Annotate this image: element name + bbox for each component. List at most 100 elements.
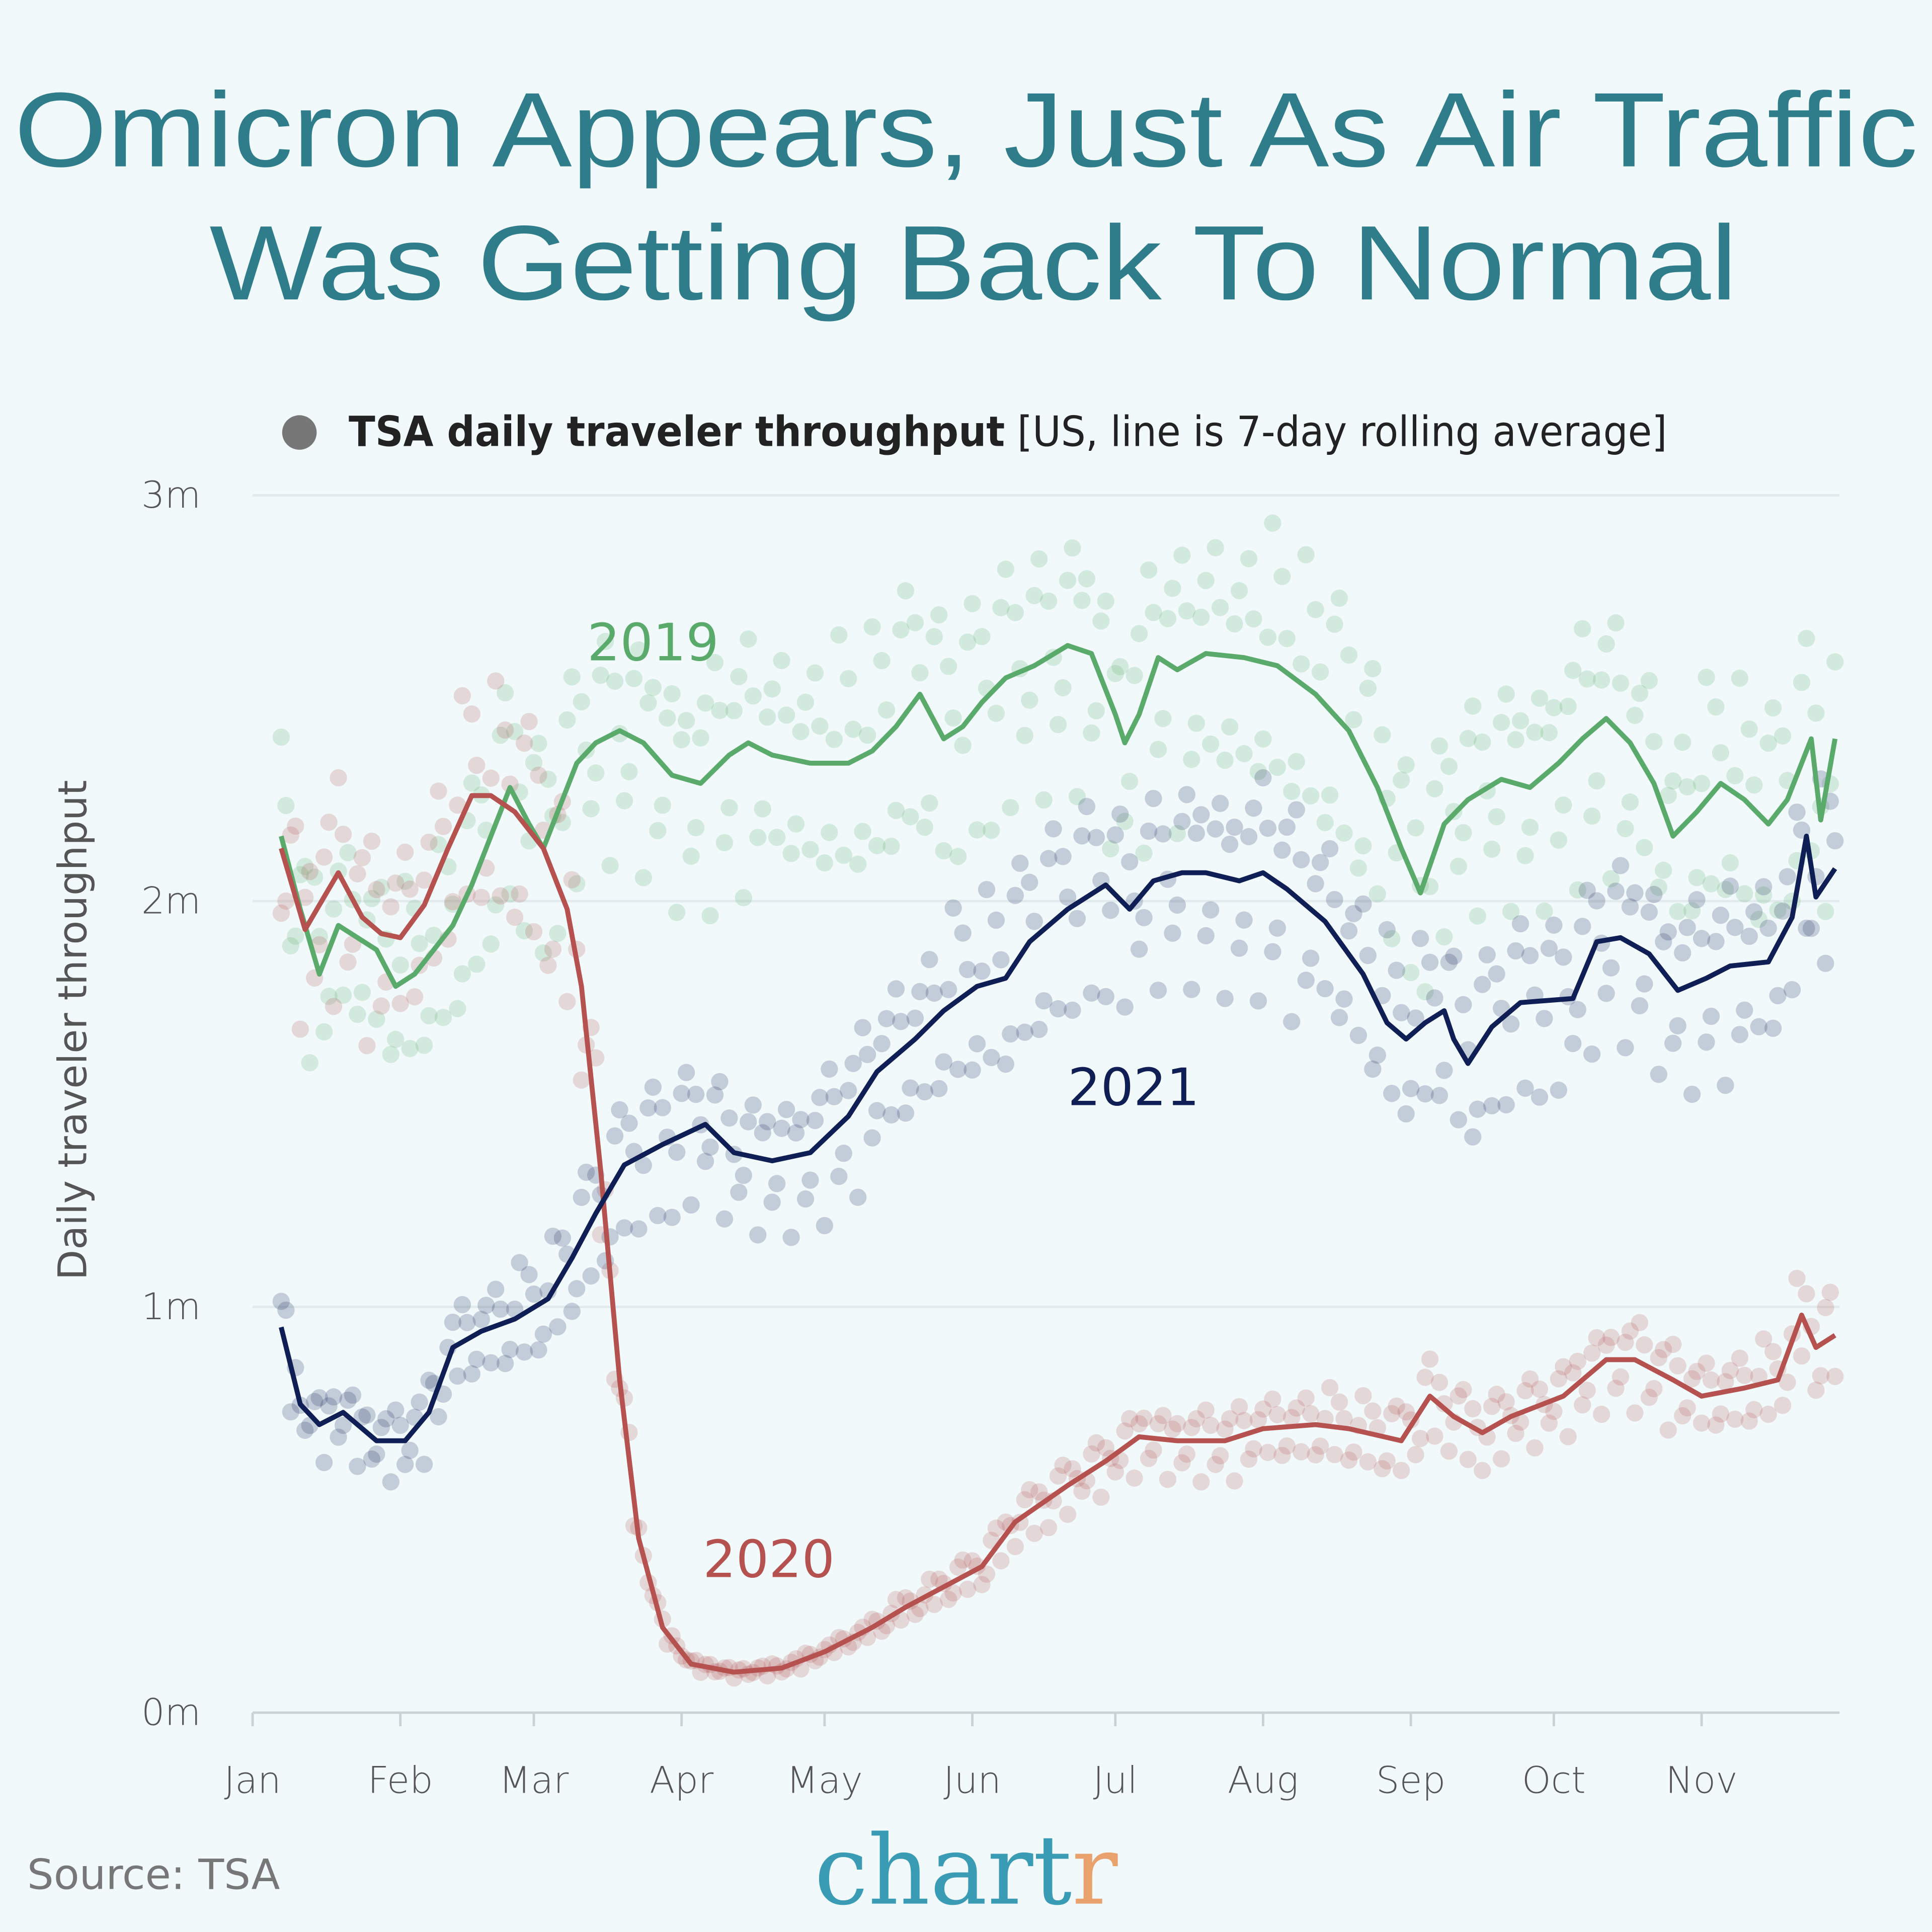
daily-dot-2021 [363, 1450, 381, 1468]
daily-dot-2019 [1545, 699, 1563, 716]
daily-dot-2021 [1040, 850, 1058, 867]
daily-dot-2021 [1435, 1062, 1453, 1079]
daily-dot-2021 [973, 962, 991, 980]
daily-dot-2021 [1254, 769, 1272, 787]
daily-dot-2020 [382, 898, 399, 916]
daily-dot-2021 [1731, 1026, 1748, 1043]
daily-dot-2019 [553, 814, 571, 831]
daily-dot-2019 [1293, 655, 1310, 673]
daily-dot-2019 [1054, 679, 1072, 697]
daily-dot-2020 [372, 997, 390, 1015]
logo-main-text: chart [814, 1815, 1072, 1927]
daily-dot-2021 [1212, 794, 1229, 812]
daily-dot-2020 [887, 1591, 905, 1608]
daily-dot-2021 [663, 1209, 681, 1226]
daily-dot-2019 [715, 834, 734, 851]
daily-dot-2021 [715, 1210, 734, 1228]
daily-dot-2019 [391, 956, 409, 974]
daily-dot-2021 [1430, 1087, 1448, 1104]
daily-dot-2021 [1779, 868, 1796, 886]
daily-dot-2021 [1235, 911, 1253, 929]
daily-dot-2021 [391, 1416, 409, 1434]
y-axis-title: Daily traveler throughput [50, 780, 96, 1280]
daily-dot-2020 [1283, 1409, 1301, 1426]
daily-dot-2020 [1702, 1371, 1720, 1389]
daily-dot-2020 [1383, 1405, 1401, 1422]
daily-dot-2019 [821, 824, 838, 841]
daily-dot-2019 [868, 837, 886, 854]
daily-dot-2021 [1369, 1046, 1386, 1064]
daily-dot-2019 [1674, 734, 1692, 751]
daily-dot-2021 [963, 1061, 981, 1079]
daily-dot-2021 [859, 1045, 876, 1063]
daily-dot-2020 [992, 1552, 1010, 1570]
x-axis-ticks: Jan Feb Mar Apr May Jun Jul Aug Sep Oct Nov [224, 1713, 1738, 1802]
daily-dot-2019 [1769, 901, 1787, 919]
daily-dot-2019 [1664, 772, 1682, 790]
daily-dot-2019 [1817, 903, 1834, 920]
daily-dot-2019 [434, 1009, 452, 1026]
daily-dot-2021 [472, 1311, 490, 1328]
daily-dot-2019 [1459, 730, 1477, 747]
daily-dot-2021 [401, 1441, 419, 1459]
daily-dot-2020 [1511, 1413, 1530, 1431]
daily-dot-2019 [1073, 592, 1091, 609]
daily-dot-2021 [1097, 988, 1114, 1006]
daily-dot-2021 [606, 1127, 624, 1145]
daily-dot-2019 [792, 722, 810, 741]
daily-dot-2020 [1788, 1269, 1806, 1287]
daily-dot-2021 [1049, 1000, 1067, 1018]
daily-dot-2020 [1106, 1463, 1124, 1481]
chartr-logo: chartr [814, 1815, 1118, 1927]
daily-dot-2019 [1240, 550, 1258, 568]
daily-dot-2021 [520, 1266, 538, 1283]
daily-dot-2021 [430, 1408, 447, 1426]
daily-dot-2021 [1769, 987, 1787, 1005]
daily-dot-2020 [1426, 1427, 1443, 1445]
daily-dot-2021 [1326, 891, 1343, 909]
daily-dot-2019 [1759, 734, 1777, 752]
daily-dot-2019 [1721, 854, 1739, 872]
daily-dot-2021 [1230, 939, 1248, 957]
daily-dot-2021 [678, 1064, 695, 1081]
daily-dot-2019 [916, 819, 933, 836]
daily-dot-2019 [1426, 780, 1443, 797]
daily-dot-2019 [1507, 731, 1524, 749]
daily-dot-2021 [921, 950, 938, 969]
daily-dot-2019 [1006, 604, 1024, 621]
daily-dot-2021 [1149, 982, 1167, 999]
daily-dot-2019 [1750, 911, 1767, 928]
daily-dot-2021 [1273, 841, 1291, 859]
daily-dot-2020 [573, 1071, 590, 1089]
daily-dot-2021 [821, 1060, 838, 1078]
daily-dot-2020 [539, 956, 557, 974]
daily-dot-2020 [1574, 1396, 1591, 1414]
daily-dot-2020 [1817, 1299, 1834, 1317]
daily-dot-2021 [372, 1419, 390, 1436]
daily-dot-2020 [487, 672, 505, 690]
legend-marker [282, 415, 317, 450]
daily-dot-2020 [1030, 1483, 1048, 1501]
daily-dot-2021 [396, 1456, 414, 1473]
daily-dot-2021 [782, 1229, 800, 1246]
daily-dot-2019 [844, 720, 862, 738]
daily-dot-2019 [1106, 665, 1124, 682]
daily-dot-2019 [1740, 720, 1758, 738]
daily-dot-2021 [1574, 918, 1591, 935]
daily-dot-2020 [1178, 1445, 1196, 1463]
daily-dot-2021 [515, 1343, 533, 1361]
y-tick-label: 1m [141, 1285, 201, 1328]
daily-dot-2020 [277, 892, 295, 910]
daily-dot-2020 [1083, 1445, 1100, 1463]
daily-dot-2020 [1602, 1329, 1620, 1346]
daily-dot-2021 [835, 1145, 852, 1162]
daily-dot-2019 [1035, 791, 1053, 809]
daily-dot-2021 [854, 1019, 871, 1036]
daily-dot-2019 [487, 896, 505, 914]
daily-dot-2019 [1640, 672, 1658, 689]
daily-dot-2020 [1474, 1462, 1491, 1479]
daily-dot-2019 [773, 652, 790, 670]
daily-dot-2020 [1526, 1439, 1544, 1457]
daily-dot-2020 [1354, 1387, 1372, 1405]
daily-dot-2020 [506, 908, 524, 926]
